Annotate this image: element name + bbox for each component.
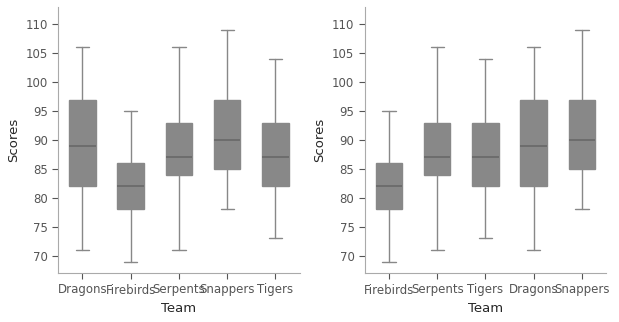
Y-axis label: Scores: Scores [7, 118, 20, 162]
PathPatch shape [472, 123, 499, 186]
PathPatch shape [118, 163, 144, 209]
PathPatch shape [424, 123, 451, 175]
PathPatch shape [214, 99, 240, 169]
Y-axis label: Scores: Scores [313, 118, 326, 162]
PathPatch shape [166, 123, 193, 175]
PathPatch shape [262, 123, 288, 186]
PathPatch shape [521, 99, 547, 186]
PathPatch shape [69, 99, 96, 186]
X-axis label: Team: Team [162, 302, 196, 315]
PathPatch shape [376, 163, 402, 209]
X-axis label: Team: Team [468, 302, 503, 315]
PathPatch shape [569, 99, 595, 169]
